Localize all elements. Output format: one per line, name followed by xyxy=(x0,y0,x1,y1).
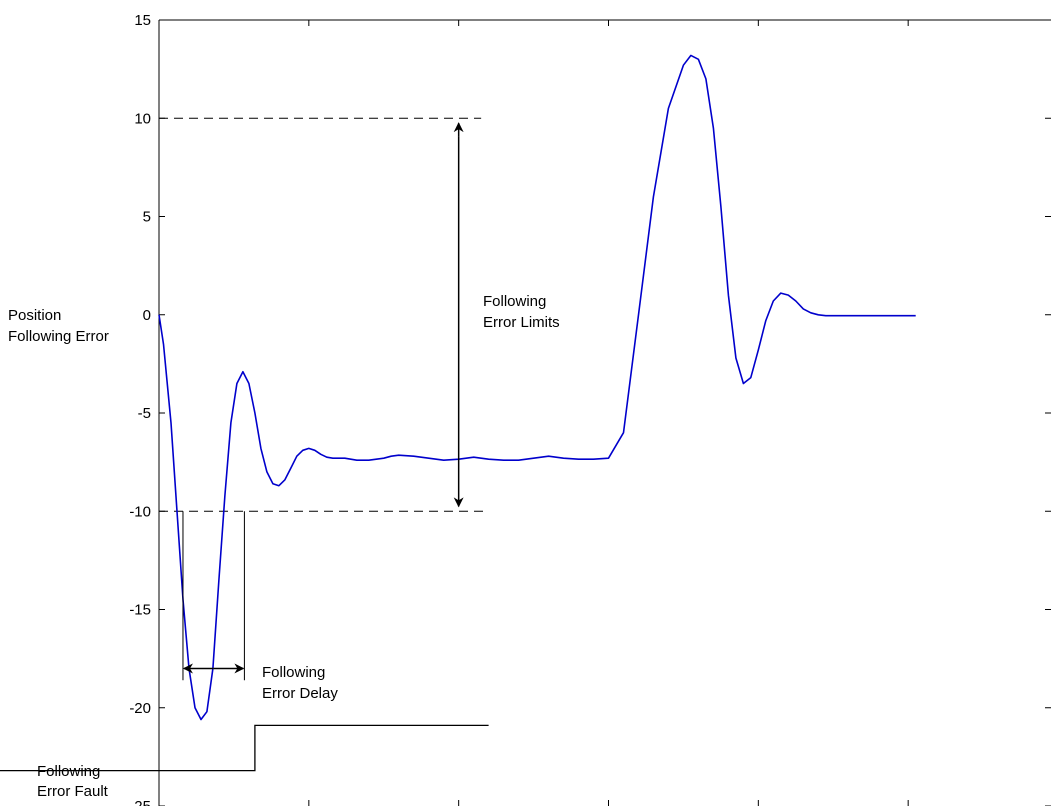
y-tick-label: -10 xyxy=(129,503,151,520)
y-tick-label: -25 xyxy=(129,798,151,806)
limits-label-line-2: Error Limits xyxy=(483,314,560,331)
ylabel-line-1: Position xyxy=(8,307,61,324)
markers-layer xyxy=(182,122,464,681)
labels-layer: Position Following Error Following Error… xyxy=(8,293,560,800)
y-tick-label: 15 xyxy=(134,12,151,29)
ylabel-line-2: Following Error xyxy=(8,328,109,345)
fault-signal-line xyxy=(0,724,489,772)
y-tick-label: -15 xyxy=(129,602,151,619)
fault-label-line-1: Following xyxy=(37,763,100,780)
limits-label-line-1: Following xyxy=(483,293,546,310)
fault-signal-layer xyxy=(0,724,489,772)
y-tick-label: 0 xyxy=(143,307,151,324)
series-layer xyxy=(158,54,916,721)
delay-label-line-1: Following xyxy=(262,664,325,681)
y-tick-label: -20 xyxy=(129,700,151,717)
delay-label-line-2: Error Delay xyxy=(262,685,338,702)
y-tick-label: -5 xyxy=(138,405,151,422)
y-tick-label: 10 xyxy=(134,110,151,127)
y-tick-label: 5 xyxy=(143,209,151,226)
fault-label-line-2: Error Fault xyxy=(37,783,109,800)
series-line-1 xyxy=(158,54,916,721)
error-limit-lines xyxy=(159,117,489,512)
ticks: 15 10 5 0 -5 -10 -15 -20 -25 xyxy=(129,12,1051,806)
